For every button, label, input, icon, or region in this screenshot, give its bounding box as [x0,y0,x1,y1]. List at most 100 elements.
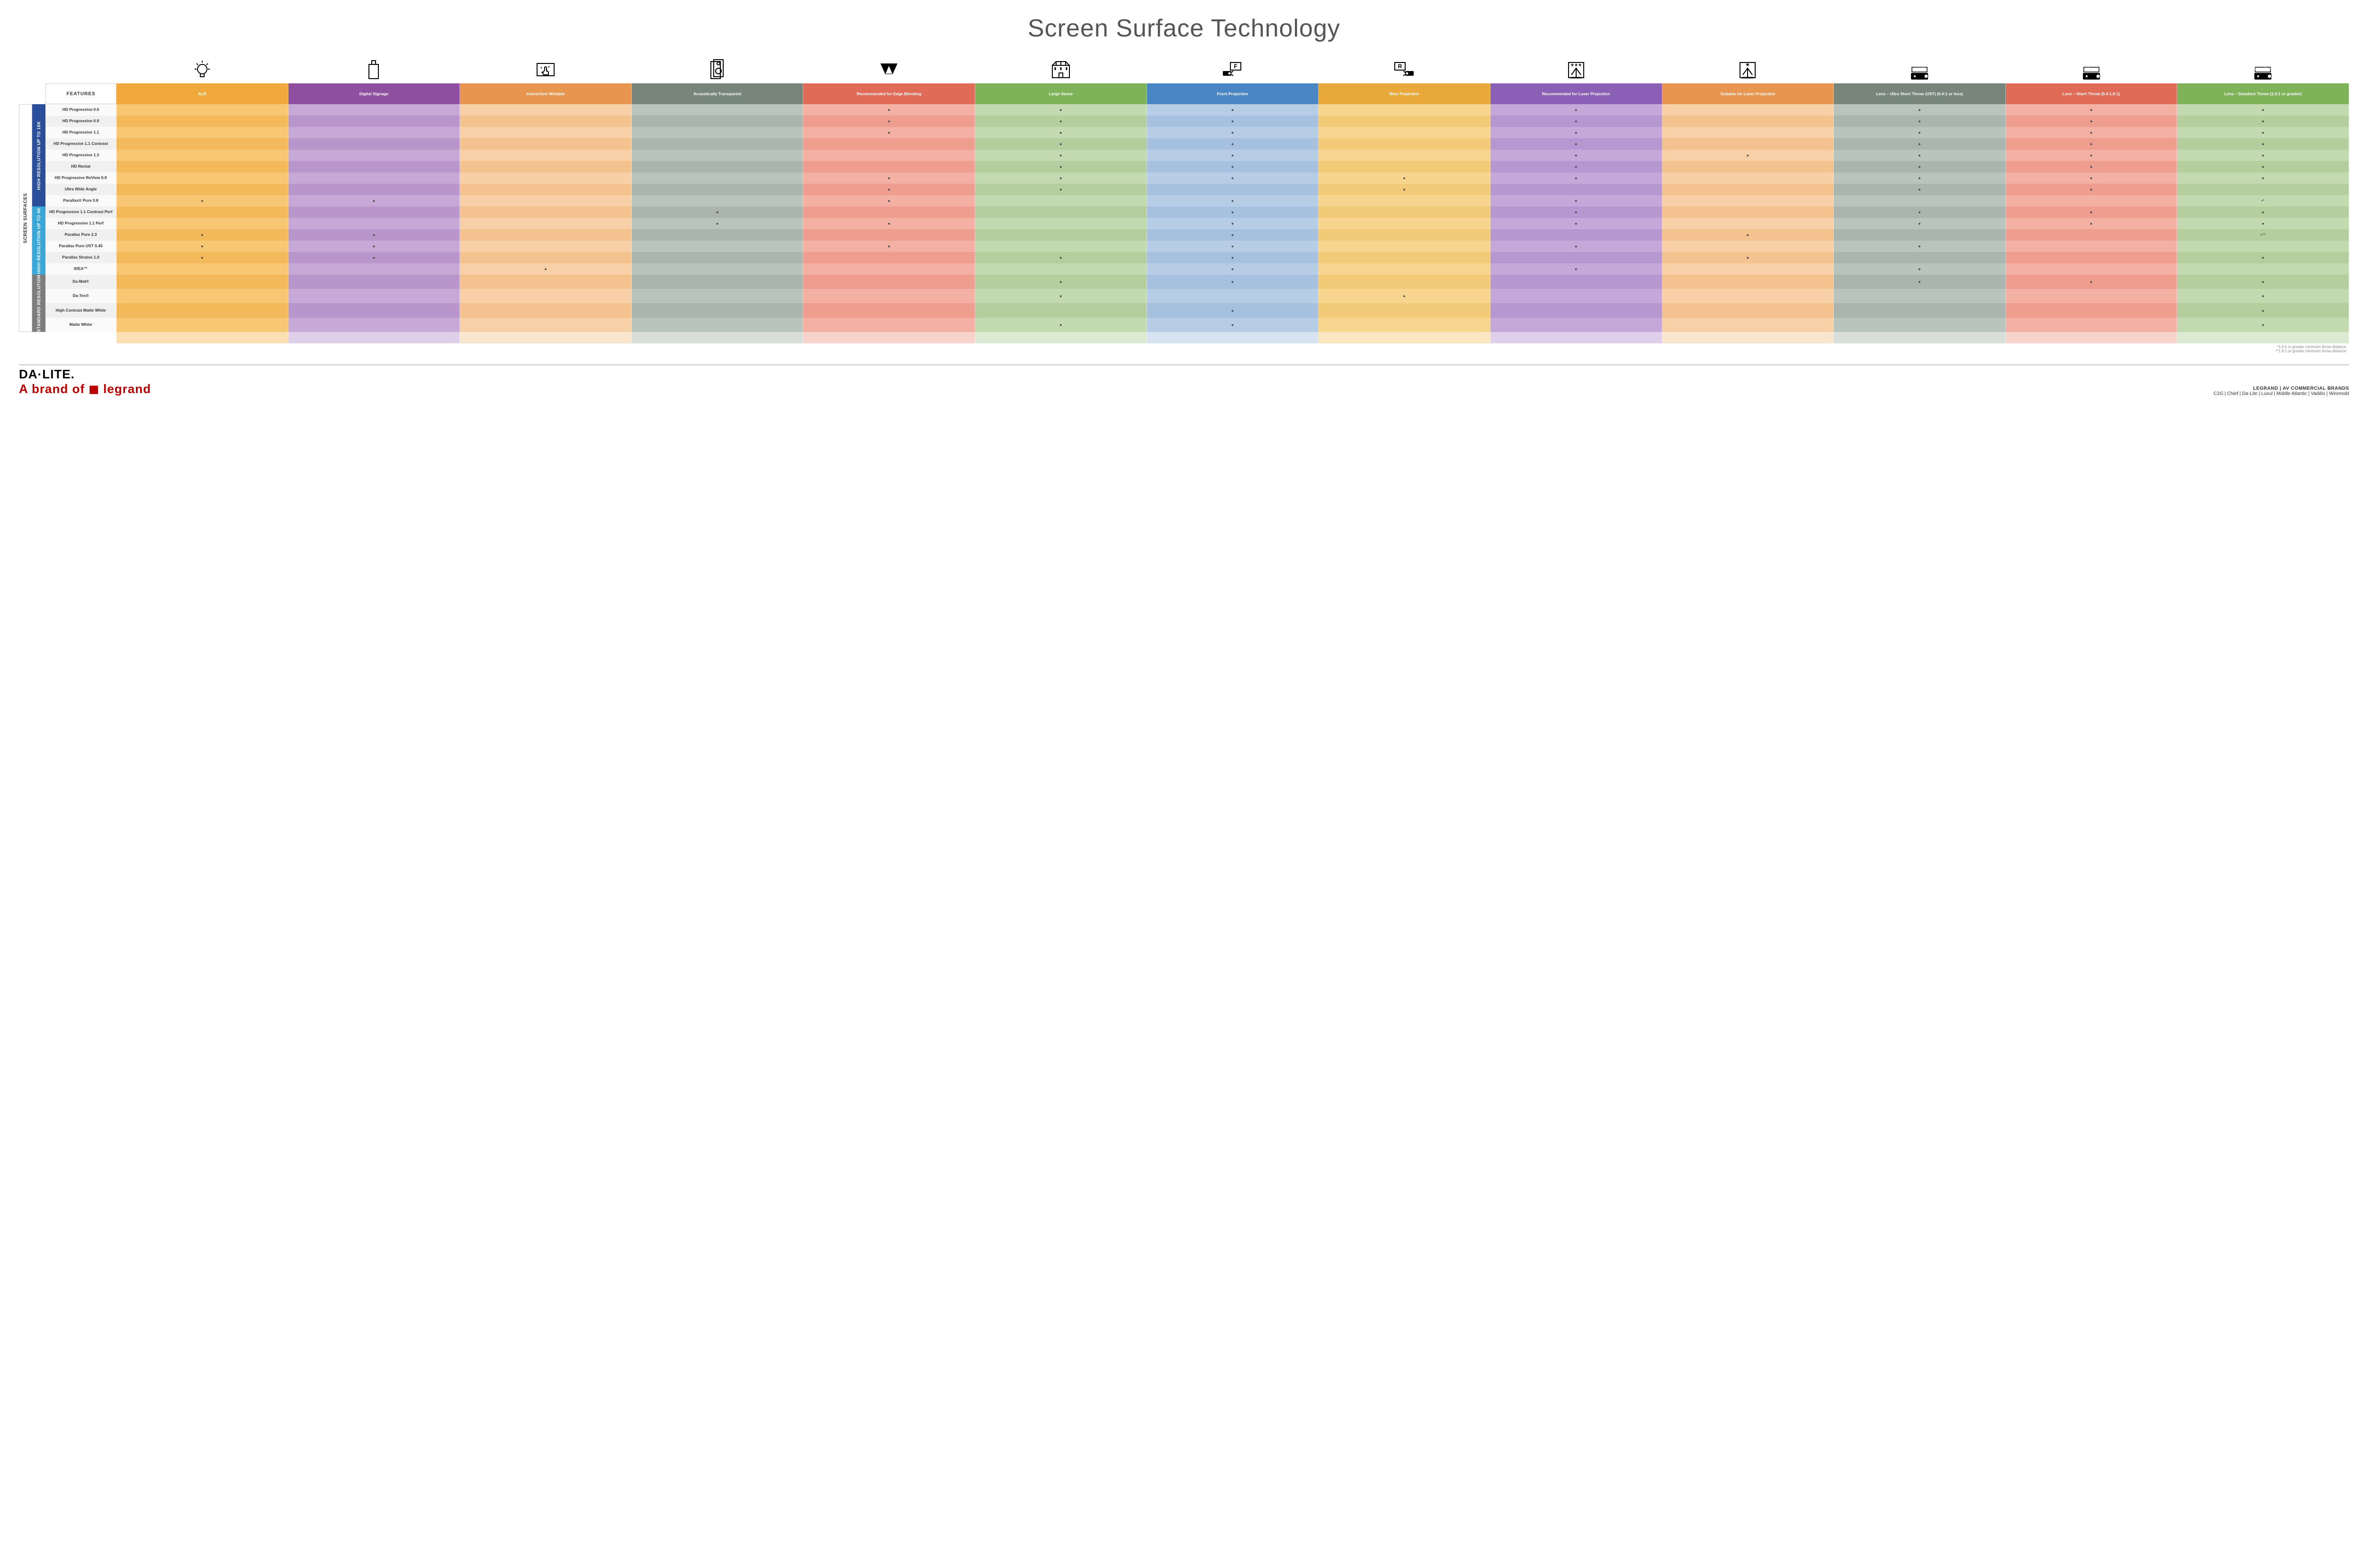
matrix-cell [1834,303,2006,317]
matrix-cell [975,116,1147,127]
matrix-cell [288,229,460,241]
matrix-cell [1490,116,1662,127]
svg-text:Short: Short [2084,67,2098,72]
matrix-cell [2177,218,2349,229]
matrix-cell [460,172,632,184]
row-label: HD Progressive 1.1 Perf [45,218,117,229]
matrix-cell [117,195,288,206]
matrix-cell [1147,150,1319,161]
matrix-cell [2006,184,2178,195]
row-label: Parallax® Pure 0.8 [45,195,117,206]
matrix-cell [975,252,1147,263]
matrix-cell [803,104,975,116]
matrix-cell [1834,318,2006,332]
matrix-cell [975,104,1147,116]
matrix-cell [1834,150,2006,161]
matrix-cell [2177,161,2349,172]
matrix-cell [288,263,460,275]
matrix-cell [1834,184,2006,195]
matrix-cell [803,172,975,184]
matrix-cell [803,116,975,127]
vertical-label-outer: SCREEN SURFACES [19,104,32,332]
matrix-cell [2006,116,2178,127]
matrix-cell [1490,229,1662,241]
svg-text:UST: UST [1914,67,1925,72]
column-header: Recommended for Laser Projection [1490,83,1662,104]
matrix-cell [632,195,804,206]
matrix-cell [1319,206,1490,218]
matrix-cell [460,161,632,172]
matrix-cell [2006,241,2178,252]
matrix-cell [975,195,1147,206]
row-label: IDEA™ [45,263,117,275]
column-header: ALR [117,83,288,104]
matrix-cell [1834,127,2006,138]
matrix-cell [2006,252,2178,263]
matrix-cell [1490,289,1662,303]
matrix-cell [1662,206,1834,218]
matrix-cell [1662,275,1834,289]
matrix-cell [2006,104,2178,116]
matrix-cell [1319,318,1490,332]
matrix-cell: •** [2177,229,2349,241]
matrix-cell [632,127,804,138]
column-icon [117,57,288,83]
matrix-cell [1490,150,1662,161]
matrix-cell [1147,218,1319,229]
matrix-cell [632,184,804,195]
matrix-cell [2177,263,2349,275]
feature-matrix: FR★★★★USTShortStandardFEATURESALRDigital… [19,57,2349,353]
matrix-cell [1319,195,1490,206]
matrix-cell [117,275,288,289]
footnotes: *1.5:1 or greater minimum throw distance… [19,343,2349,353]
matrix-cell [803,127,975,138]
matrix-cell [1662,150,1834,161]
row-label: Parallax Pure UST 0.45 [45,241,117,252]
column-header: Large Venue [975,83,1147,104]
matrix-cell [460,138,632,150]
matrix-cell [1319,241,1490,252]
vertical-group-label: HIGH RESOLUTION UP TO 4K [32,206,45,275]
matrix-cell [2177,138,2349,150]
matrix-cell [460,184,632,195]
matrix-cell [1319,303,1490,317]
matrix-cell [1834,138,2006,150]
matrix-cell [1490,252,1662,263]
matrix-cell [1662,172,1834,184]
matrix-cell [2177,289,2349,303]
matrix-cell [460,289,632,303]
matrix-cell [1147,275,1319,289]
row-label: Ultra Wide Angle [45,184,117,195]
matrix-cell [1490,241,1662,252]
matrix-cell [1147,263,1319,275]
matrix-cell [1834,104,2006,116]
matrix-cell [632,241,804,252]
matrix-cell [1319,138,1490,150]
matrix-cell [117,184,288,195]
matrix-cell [632,218,804,229]
matrix-cell [1490,184,1662,195]
matrix-cell [2006,218,2178,229]
matrix-cell [1147,195,1319,206]
matrix-cell [117,252,288,263]
matrix-cell [2006,275,2178,289]
column-icon [975,57,1147,83]
matrix-cell [1147,184,1319,195]
matrix-cell [1147,303,1319,317]
matrix-cell [117,229,288,241]
matrix-cell [460,275,632,289]
matrix-cell [1662,127,1834,138]
matrix-cell [288,275,460,289]
matrix-cell [288,172,460,184]
matrix-cell [975,184,1147,195]
column-header: Lens – Short Throw (0.4-1.0:1) [2006,83,2178,104]
matrix-cell [1490,263,1662,275]
matrix-cell [2177,172,2349,184]
matrix-cell [460,104,632,116]
matrix-cell [2006,206,2178,218]
svg-text:★★★: ★★★ [1570,63,1582,67]
matrix-cell [460,303,632,317]
matrix-cell [1834,116,2006,127]
matrix-cell [288,303,460,317]
matrix-cell [975,303,1147,317]
